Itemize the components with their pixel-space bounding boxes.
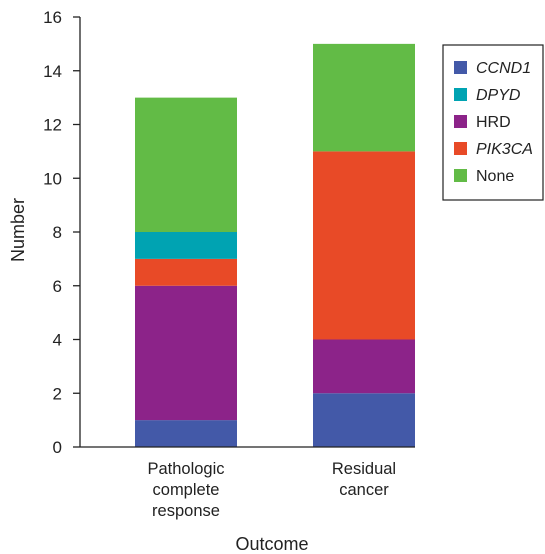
legend-swatch-pik3ca xyxy=(454,142,467,155)
y-tick-label: 8 xyxy=(53,223,62,242)
legend-label-dpyd: DPYD xyxy=(476,87,521,104)
x-category-label: response xyxy=(152,502,220,520)
legend-label-pik3ca: PIK3CA xyxy=(476,141,533,158)
y-tick-label: 6 xyxy=(53,277,62,296)
legend-label-hrd: HRD xyxy=(476,114,511,131)
bar-segment-hrd xyxy=(313,339,415,394)
y-tick-label: 0 xyxy=(53,438,62,457)
y-tick-label: 4 xyxy=(53,331,62,350)
bar-segment-hrd xyxy=(135,285,237,421)
legend-swatch-ccnd1 xyxy=(454,61,467,74)
bar-segment-ccnd1 xyxy=(135,420,237,447)
x-category-label: Pathologic xyxy=(147,460,224,478)
legend-label-none: None xyxy=(476,168,514,185)
y-tick-label: 2 xyxy=(53,384,62,403)
bar-segment-dpyd xyxy=(135,232,237,259)
legend-swatch-dpyd xyxy=(454,88,467,101)
bar-segment-ccnd1 xyxy=(313,393,415,447)
y-tick-label: 10 xyxy=(43,169,62,188)
y-tick-label: 12 xyxy=(43,116,62,135)
bar-segments xyxy=(135,43,415,447)
legend-swatch-hrd xyxy=(454,115,467,128)
x-category-label: Residual xyxy=(332,460,396,478)
y-axis-label: Number xyxy=(8,198,28,262)
bar-segment-pik3ca xyxy=(135,258,237,286)
legend-swatch-none xyxy=(454,169,467,182)
y-tick-label: 14 xyxy=(43,62,62,81)
bar-segment-pik3ca xyxy=(313,151,415,340)
y-tick-label: 16 xyxy=(43,8,62,27)
legend: CCND1 DPYD HRD PIK3CA None xyxy=(442,44,544,201)
x-axis-label: Outcome xyxy=(235,534,308,554)
y-axis-ticks: 0 2 4 6 8 10 12 14 16 xyxy=(43,8,80,457)
legend-label-ccnd1: CCND1 xyxy=(476,60,531,77)
bar-segment-none xyxy=(135,97,237,232)
x-axis-category-labels: Pathologic complete response Residual cancer xyxy=(147,460,396,520)
x-category-label: complete xyxy=(153,481,220,499)
bar-segment-none xyxy=(313,43,415,152)
x-category-label: cancer xyxy=(339,481,389,499)
